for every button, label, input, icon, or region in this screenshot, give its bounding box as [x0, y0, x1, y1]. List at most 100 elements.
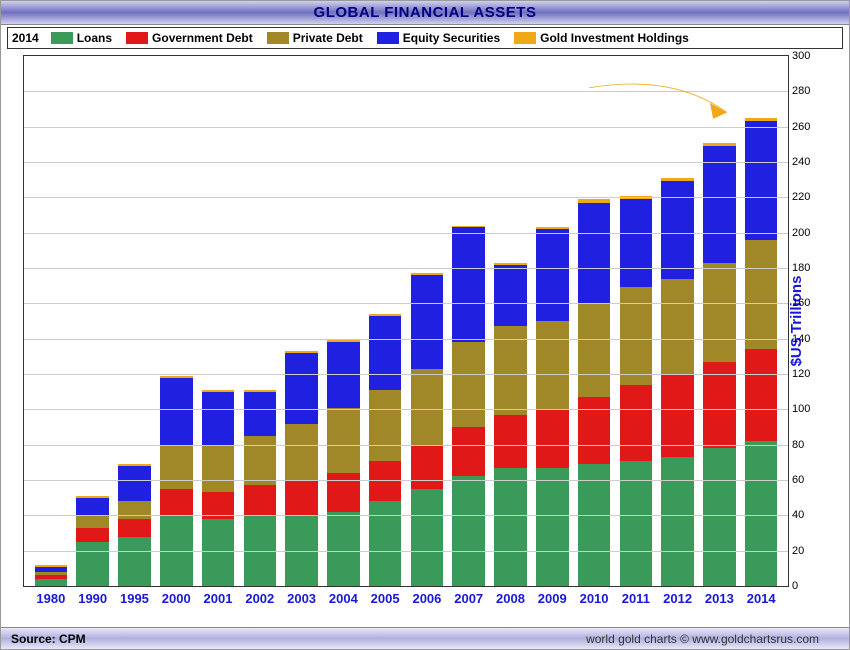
y-tick-label: 300	[792, 50, 826, 62]
chart-title: GLOBAL FINANCIAL ASSETS	[314, 4, 537, 21]
bar-segment-equity	[536, 229, 569, 321]
bar-segment-govdebt	[327, 473, 360, 512]
gridline	[24, 339, 788, 340]
bar-slot: 2001	[197, 56, 239, 586]
x-tick-label: 2008	[496, 591, 525, 606]
bar-slot: 2012	[657, 56, 699, 586]
stacked-bar	[578, 199, 611, 586]
legend-label: Loans	[77, 31, 112, 45]
stacked-bar	[494, 263, 527, 586]
bar-segment-privdebt	[76, 515, 109, 527]
bar-segment-loans	[76, 542, 109, 586]
gridline	[24, 268, 788, 269]
bar-slot: 2000	[155, 56, 197, 586]
x-tick-label: 2012	[663, 591, 692, 606]
legend-label: Government Debt	[152, 31, 253, 45]
bar-segment-privdebt	[578, 303, 611, 397]
stacked-bar	[620, 196, 653, 586]
bar-segment-equity	[160, 378, 193, 445]
bar-segment-equity	[620, 199, 653, 287]
bar-segment-privdebt	[620, 287, 653, 384]
bar-segment-privdebt	[244, 436, 277, 485]
gridline	[24, 515, 788, 516]
footer-bar: Source: CPM world gold charts © www.gold…	[1, 627, 849, 649]
bar-segment-loans	[202, 519, 235, 586]
bar-slot: 1980	[30, 56, 72, 586]
y-tick-label: 40	[792, 509, 826, 521]
stacked-bar	[202, 390, 235, 586]
legend-item: Government Debt	[126, 31, 253, 45]
bar-segment-loans	[536, 468, 569, 586]
x-tick-label: 2013	[705, 591, 734, 606]
legend-label: Equity Securities	[403, 31, 500, 45]
bar-segment-privdebt	[327, 408, 360, 473]
stacked-bar	[35, 565, 68, 586]
x-tick-label: 2004	[329, 591, 358, 606]
legend-swatch	[377, 32, 399, 44]
bar-segment-loans	[118, 537, 151, 586]
x-tick-label: 2007	[454, 591, 483, 606]
legend-item: Equity Securities	[377, 31, 500, 45]
gridline	[24, 91, 788, 92]
stacked-bar	[452, 226, 485, 586]
y-tick-label: 80	[792, 439, 826, 451]
bar-slot: 2005	[364, 56, 406, 586]
bar-segment-govdebt	[76, 528, 109, 542]
legend-swatch	[267, 32, 289, 44]
stacked-bar	[244, 390, 277, 586]
bars-container: 1980199019952000200120022003200420052006…	[24, 56, 788, 586]
x-tick-label: 2000	[162, 591, 191, 606]
legend-bar: 2014 LoansGovernment DebtPrivate DebtEqu…	[7, 27, 843, 49]
gridline	[24, 233, 788, 234]
x-tick-label: 2006	[412, 591, 441, 606]
gridline	[24, 374, 788, 375]
bar-segment-privdebt	[703, 263, 736, 362]
y-tick-label: 180	[792, 262, 826, 274]
bar-segment-loans	[661, 457, 694, 586]
footer-credit: world gold charts © www.goldchartsrus.co…	[586, 632, 819, 646]
bar-segment-privdebt	[452, 342, 485, 427]
stacked-bar	[661, 178, 694, 586]
legend-item: Private Debt	[267, 31, 363, 45]
gridline	[24, 480, 788, 481]
bar-segment-privdebt	[285, 424, 318, 481]
bar-segment-equity	[745, 121, 778, 239]
bar-slot: 2006	[406, 56, 448, 586]
bar-segment-govdebt	[536, 409, 569, 467]
bar-segment-equity	[494, 265, 527, 327]
bar-segment-equity	[285, 353, 318, 424]
stacked-bar	[76, 496, 109, 586]
bar-slot: 2010	[573, 56, 615, 586]
bar-segment-equity	[578, 203, 611, 304]
legend-swatch	[126, 32, 148, 44]
bar-slot: 2003	[281, 56, 323, 586]
bar-segment-govdebt	[285, 480, 318, 515]
x-tick-label: 1995	[120, 591, 149, 606]
x-tick-label: 1990	[78, 591, 107, 606]
y-tick-label: 240	[792, 156, 826, 168]
bar-segment-privdebt	[202, 445, 235, 493]
legend-swatch	[51, 32, 73, 44]
bar-segment-equity	[118, 466, 151, 501]
gridline	[24, 445, 788, 446]
stacked-bar	[411, 273, 444, 586]
bar-segment-equity	[661, 181, 694, 278]
x-tick-label: 2001	[204, 591, 233, 606]
plot-area: 1980199019952000200120022003200420052006…	[23, 55, 789, 587]
bar-segment-govdebt	[745, 349, 778, 441]
y-tick-label: 220	[792, 191, 826, 203]
bar-segment-loans	[494, 468, 527, 586]
legend-item: Loans	[51, 31, 112, 45]
bar-slot: 2002	[239, 56, 281, 586]
bar-segment-privdebt	[160, 445, 193, 489]
bar-segment-govdebt	[452, 427, 485, 476]
y-tick-label: 60	[792, 474, 826, 486]
y-tick-label: 260	[792, 121, 826, 133]
bar-segment-loans	[745, 441, 778, 586]
x-tick-label: 2010	[580, 591, 609, 606]
x-tick-label: 2002	[245, 591, 274, 606]
legend-swatch	[514, 32, 536, 44]
y-tick-label: 160	[792, 297, 826, 309]
stacked-bar	[703, 143, 736, 586]
bar-segment-loans	[327, 512, 360, 586]
